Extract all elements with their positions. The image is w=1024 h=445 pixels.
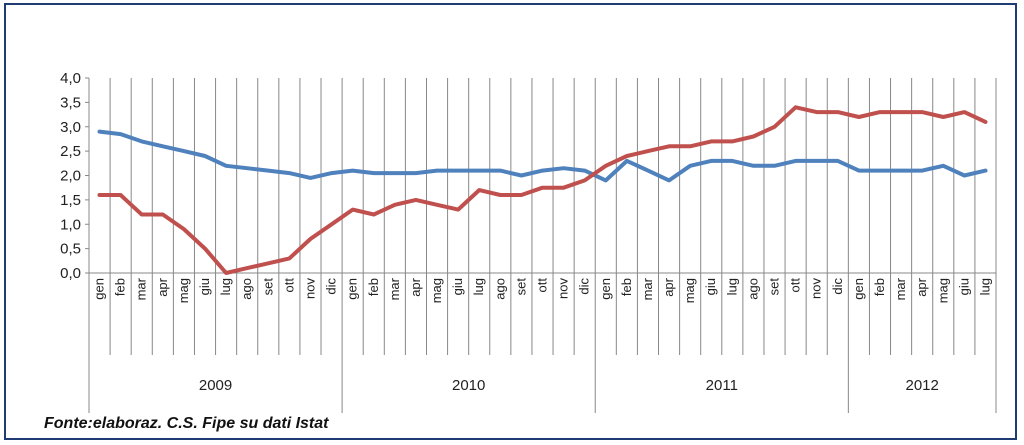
- y-tick-label: 1,5: [60, 192, 81, 209]
- x-tick-label: mar: [134, 277, 149, 300]
- x-tick-label: feb: [619, 278, 634, 296]
- year-label: 2011: [706, 377, 738, 394]
- x-tick-label: gen: [598, 278, 613, 300]
- x-tick-label: apr: [155, 277, 170, 296]
- x-tick-label: nov: [302, 278, 317, 299]
- y-tick-label: 0,5: [60, 241, 81, 258]
- x-tick-label: lug: [471, 278, 486, 295]
- x-tick-label: ago: [492, 278, 507, 300]
- x-tick-label: giu: [956, 278, 971, 295]
- x-tick-label: feb: [113, 278, 128, 296]
- x-tick-label: lug: [977, 278, 992, 295]
- x-tick-label: ago: [239, 278, 254, 300]
- x-tick-label: gen: [345, 278, 360, 300]
- year-label: 2010: [452, 377, 485, 394]
- series-lines: [97, 105, 988, 275]
- x-tick-label: dic: [324, 278, 339, 295]
- y-tick-label: 3,0: [60, 119, 81, 136]
- x-tick-labels: gen feb mar apr mag giu lug ago set ott nov dic gen f…: [92, 277, 993, 303]
- year-label: 2009: [199, 377, 232, 394]
- y-tick-label: 2,5: [60, 143, 81, 160]
- x-tick-label: mar: [387, 277, 402, 300]
- x-tick-label: giu: [197, 278, 212, 295]
- x-tick-label: apr: [661, 277, 676, 296]
- x-tick-label: apr: [914, 277, 929, 296]
- x-tick-label: dic: [577, 278, 592, 295]
- x-tick-label: ott: [535, 278, 550, 293]
- year-group-labels: 2009 2010 2011 2012: [199, 377, 939, 394]
- y-tick-label: 4,0: [60, 70, 81, 87]
- x-tick-label: mag: [935, 278, 950, 303]
- x-tick-label: mar: [640, 277, 655, 300]
- x-tick-label: mag: [429, 278, 444, 303]
- x-tick-label: gen: [92, 278, 107, 300]
- x-tick-label: mag: [682, 278, 697, 303]
- vertical-gridlines: [88, 78, 997, 413]
- x-tick-label: mag: [176, 278, 191, 303]
- x-tick-label: mar: [893, 277, 908, 300]
- x-tick-label: set: [513, 278, 528, 296]
- y-tick-label: 1,0: [60, 216, 81, 233]
- x-tick-label: feb: [366, 278, 381, 296]
- x-tick-label: nov: [809, 278, 824, 299]
- chart-frame: 0,0 0,5 1,0 1,5 2,0 2,5 3,0 3,5 4,0 gen feb mar apr…: [4, 3, 1017, 440]
- series-line-2: [97, 105, 988, 275]
- source-note: Fonte:elaboraz. C.S. Fipe su dati Istat: [44, 415, 329, 432]
- x-tick-label: set: [260, 278, 275, 296]
- y-tick-labels: 0,0 0,5 1,0 1,5 2,0 2,5 3,0 3,5 4,0: [60, 70, 89, 282]
- x-tick-label: ott: [281, 278, 296, 293]
- axes: [88, 78, 996, 274]
- series-line-1: [97, 129, 988, 183]
- line-chart: 0,00,51,01,52,02,53,03,54,0 gen feb mar apr…: [60, 70, 997, 413]
- x-tick-label: giu: [703, 278, 718, 295]
- year-label: 2012: [905, 377, 938, 394]
- x-tick-label: giu: [450, 278, 465, 295]
- x-tick-label: nov: [556, 278, 571, 299]
- x-tick-label: set: [767, 278, 782, 296]
- y-tick-label: 2,0: [60, 168, 81, 185]
- y-tick-label: 0,0: [60, 265, 81, 282]
- x-tick-label: ott: [788, 278, 803, 293]
- x-tick-label: dic: [830, 278, 845, 295]
- x-tick-label: ago: [745, 278, 760, 300]
- x-tick-label: apr: [408, 277, 423, 296]
- x-tick-label: lug: [724, 278, 739, 295]
- y-tick-label: 3,5: [60, 94, 81, 111]
- x-tick-label: lug: [218, 278, 233, 295]
- x-tick-label: feb: [872, 278, 887, 296]
- x-tick-label: gen: [851, 278, 866, 300]
